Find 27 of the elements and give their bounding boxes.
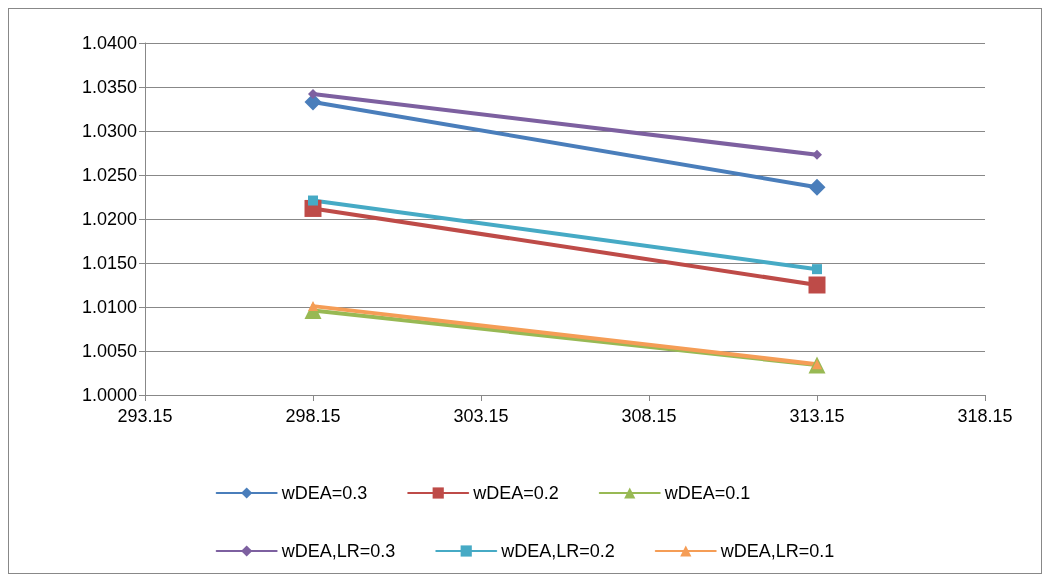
y-tick-label: 1.0200 xyxy=(81,209,137,229)
x-tick-label: 318.15 xyxy=(957,406,1013,426)
point xyxy=(308,89,318,100)
legend-label: wDEA,LR=0.3 xyxy=(280,541,396,561)
point xyxy=(812,264,822,275)
legend-label: wDEA=0.3 xyxy=(280,483,368,503)
y-tick-label: 1.0400 xyxy=(81,33,137,53)
x-tick-label: 308.15 xyxy=(621,406,677,426)
y-tick-label: 1.0050 xyxy=(81,341,137,361)
x-tick-label: 293.15 xyxy=(117,406,173,426)
legend-label: wDEA=0.2 xyxy=(472,483,559,503)
point xyxy=(808,276,826,294)
y-tick-label: 1.0150 xyxy=(81,253,137,273)
y-tick-label: 1.0300 xyxy=(81,121,137,141)
x-tick-label: 298.15 xyxy=(285,406,341,426)
x-tick-label: 303.15 xyxy=(453,406,509,426)
point xyxy=(812,149,822,160)
point xyxy=(308,195,318,206)
legend-label: wDEA,LR=0.2 xyxy=(500,541,615,561)
legend-label: wDEA=0.1 xyxy=(663,483,751,503)
y-tick-label: 1.0100 xyxy=(81,297,137,317)
y-tick-label: 1.0350 xyxy=(81,77,137,97)
x-tick-label: 313.15 xyxy=(789,406,845,426)
y-tick-label: 1.0250 xyxy=(81,165,137,185)
point xyxy=(808,178,826,196)
y-tick-label: 1.0000 xyxy=(81,385,137,405)
legend-label: wDEA,LR=0.1 xyxy=(719,541,835,561)
